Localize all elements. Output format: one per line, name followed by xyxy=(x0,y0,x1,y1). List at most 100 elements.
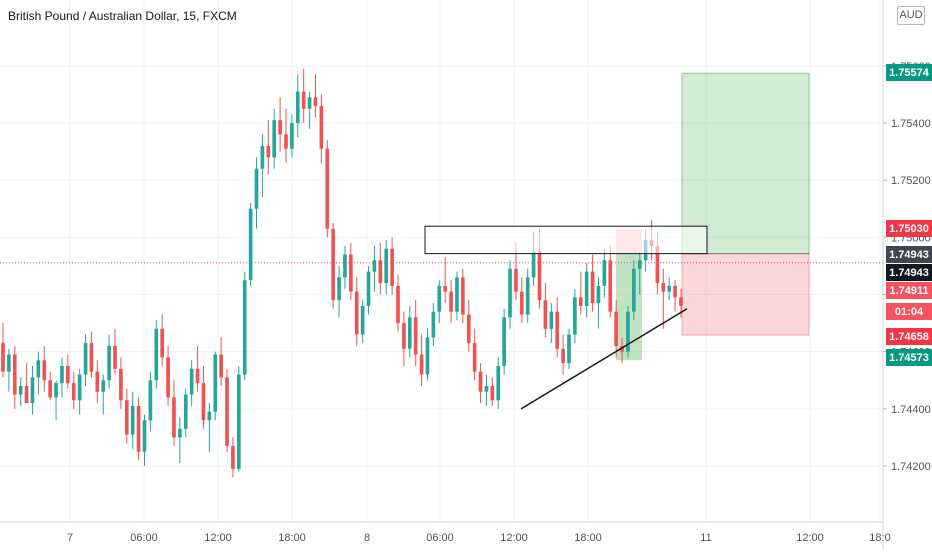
time-tick-label: 18:00 xyxy=(278,532,306,544)
candle-body xyxy=(466,314,471,344)
candle-body xyxy=(101,380,106,392)
candle-body xyxy=(337,277,341,301)
candle-body xyxy=(407,317,412,349)
candle-body xyxy=(543,300,548,329)
candle-body xyxy=(307,97,312,109)
candle-body xyxy=(30,377,35,404)
candle-body xyxy=(195,368,200,384)
grid xyxy=(0,0,883,522)
candle-body xyxy=(484,385,489,392)
candle-body xyxy=(154,328,159,381)
candle-body xyxy=(602,260,607,286)
candle-body xyxy=(525,277,530,315)
price-tag-label: 1.74911 xyxy=(889,285,928,297)
candle-body xyxy=(266,145,271,158)
price-tag-label: 1.74943 xyxy=(889,249,929,261)
candle-body xyxy=(60,365,64,384)
price-labels: 1.75574 1.75030 1.74943 1.74943 1.74911 01:04… xyxy=(886,64,932,366)
candle-body xyxy=(502,317,506,366)
candle-body xyxy=(413,317,418,355)
candle-body xyxy=(119,368,123,401)
candle-body xyxy=(461,277,465,315)
price-tick-label: 1.75400 xyxy=(891,118,931,130)
candle-body xyxy=(172,397,176,438)
target-zone xyxy=(681,72,810,255)
candle-body xyxy=(148,380,153,421)
candle-body xyxy=(584,271,589,306)
candle-body xyxy=(573,297,577,335)
candle-body xyxy=(343,254,347,278)
candle-body xyxy=(578,297,583,306)
stop-zone xyxy=(681,253,810,336)
currency-button[interactable]: AUD xyxy=(897,6,925,25)
candle-body xyxy=(236,374,241,469)
candle-body xyxy=(608,260,613,312)
price-tag xyxy=(886,328,932,345)
candle-body xyxy=(290,123,294,149)
time-tick-label: 8 xyxy=(364,532,370,544)
candle-body xyxy=(449,291,453,312)
candle-body xyxy=(272,120,277,158)
candle-body xyxy=(278,120,282,135)
candle-body xyxy=(36,360,41,378)
candle-body xyxy=(519,291,524,315)
candle-body xyxy=(637,260,642,269)
candle-body xyxy=(24,385,29,404)
candle-body xyxy=(242,280,247,375)
resistance-box xyxy=(424,225,708,255)
candle-body xyxy=(508,268,512,318)
candle-body xyxy=(254,168,259,209)
price-tag xyxy=(886,264,932,281)
candle-body xyxy=(12,354,17,395)
candle-body xyxy=(396,285,400,324)
price-tag-label: 01:04 xyxy=(895,306,924,318)
candle-body xyxy=(201,383,206,421)
candle-body xyxy=(319,105,324,149)
candle-body xyxy=(1,343,5,372)
candle-body xyxy=(71,383,76,401)
candle-body xyxy=(626,311,630,352)
price-tag xyxy=(886,64,932,81)
candle-body xyxy=(219,354,223,378)
time-tick-label: 7 xyxy=(67,532,73,544)
candle-body xyxy=(661,283,666,292)
price-tag xyxy=(886,220,932,237)
candle-body xyxy=(596,285,601,304)
candle-body xyxy=(443,285,448,292)
candle-body xyxy=(384,248,389,284)
candle-body xyxy=(18,385,23,395)
candle-body xyxy=(178,428,182,438)
candle-body xyxy=(207,411,212,421)
candle-body xyxy=(295,91,300,123)
candle-body xyxy=(667,285,672,292)
time-tick-label: 06:00 xyxy=(130,532,158,544)
candle-body xyxy=(549,311,554,329)
price-tick-label: 1.74200 xyxy=(891,461,931,473)
candle-body xyxy=(561,348,565,364)
time-tick-label: 18:00 xyxy=(574,532,602,544)
candle-body xyxy=(225,377,229,446)
candle-body xyxy=(42,360,47,381)
chart-title: British Pound / Australian Dollar, 15, F… xyxy=(8,9,237,23)
price-tag xyxy=(886,303,932,320)
candle-body xyxy=(555,311,560,349)
price-tag-label: 1.75030 xyxy=(889,223,929,235)
candle-body xyxy=(260,145,265,169)
candle-body xyxy=(83,343,88,375)
candle-body xyxy=(113,345,117,369)
candle-body xyxy=(590,271,595,304)
time-tick-label: 06:00 xyxy=(426,532,454,544)
candle-body xyxy=(531,251,536,278)
time-tick-label: 12:00 xyxy=(796,532,824,544)
price-tag-label: 1.74658 xyxy=(889,331,929,343)
candle-body xyxy=(632,268,636,312)
price-tag xyxy=(886,282,932,299)
candle-body xyxy=(372,260,377,272)
time-tick-label: 12:00 xyxy=(204,532,232,544)
candle-body xyxy=(567,334,571,364)
candle-body xyxy=(490,385,495,401)
candle-body xyxy=(130,405,135,435)
candle-body xyxy=(437,285,442,312)
